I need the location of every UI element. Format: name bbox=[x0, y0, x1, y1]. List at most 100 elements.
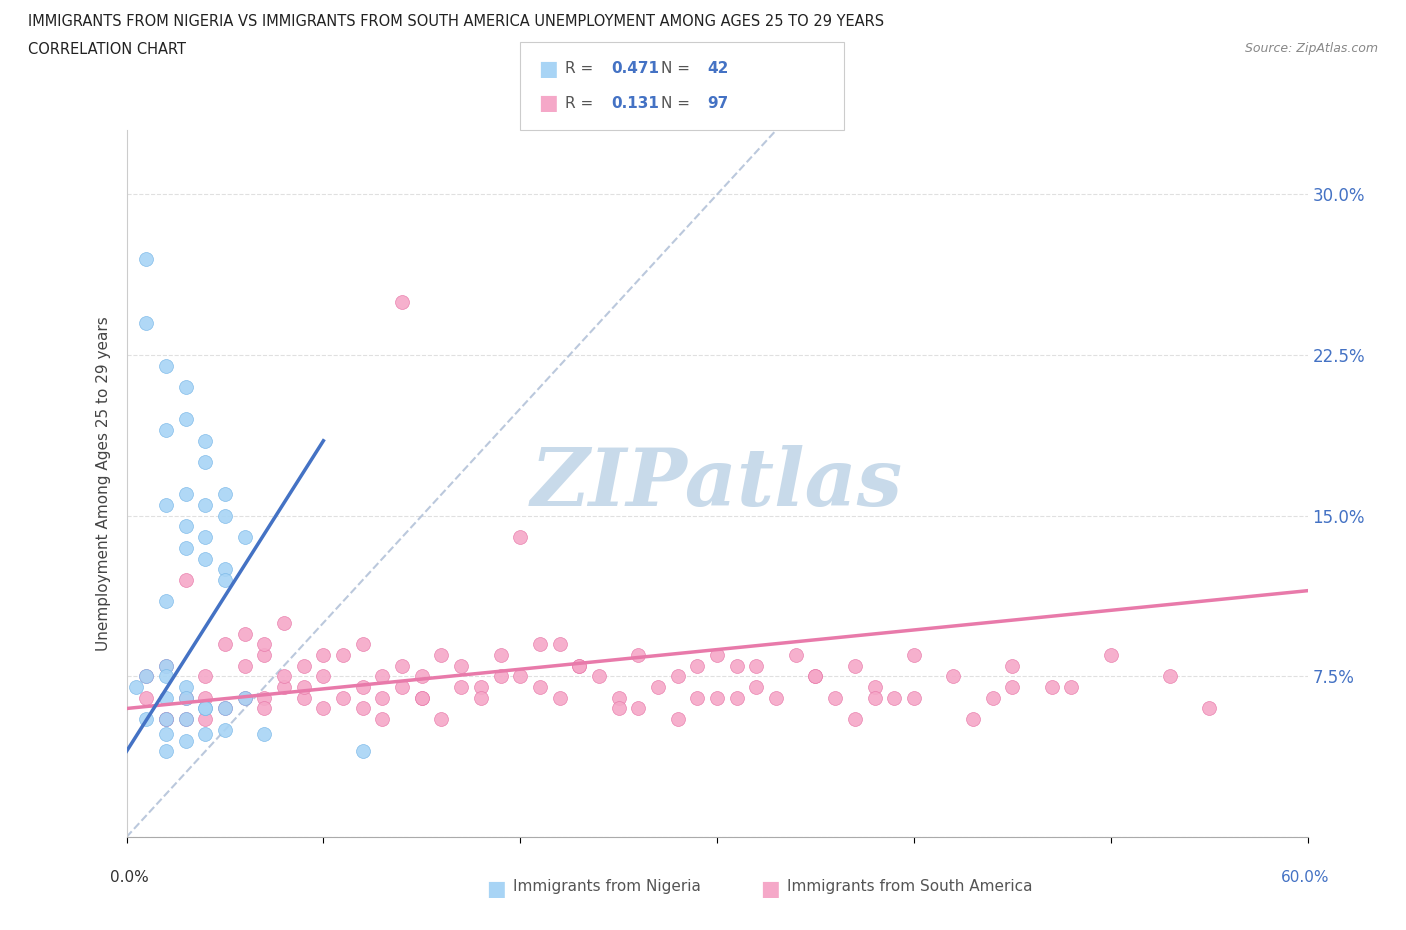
Point bbox=[470, 680, 492, 695]
Point bbox=[155, 711, 177, 726]
Point bbox=[509, 530, 531, 545]
Text: ■: ■ bbox=[538, 93, 558, 113]
Point bbox=[135, 690, 157, 705]
Point bbox=[844, 658, 866, 673]
Point bbox=[253, 701, 276, 716]
Point bbox=[863, 680, 886, 695]
Point bbox=[273, 680, 295, 695]
Point bbox=[214, 573, 236, 588]
Point bbox=[194, 433, 217, 448]
Point bbox=[391, 680, 413, 695]
Point bbox=[371, 711, 394, 726]
Point bbox=[155, 744, 177, 759]
Point bbox=[981, 690, 1004, 705]
Text: 60.0%: 60.0% bbox=[1281, 870, 1329, 884]
Point bbox=[155, 658, 177, 673]
Point bbox=[292, 690, 315, 705]
Point bbox=[174, 690, 197, 705]
Point bbox=[155, 726, 177, 741]
Text: Source: ZipAtlas.com: Source: ZipAtlas.com bbox=[1244, 42, 1378, 55]
Point bbox=[155, 669, 177, 684]
Point bbox=[607, 701, 630, 716]
Point bbox=[962, 711, 984, 726]
Point bbox=[194, 711, 217, 726]
Point bbox=[174, 519, 197, 534]
Point bbox=[1099, 647, 1122, 662]
Point bbox=[253, 690, 276, 705]
Point bbox=[155, 498, 177, 512]
Point bbox=[174, 379, 197, 394]
Point bbox=[292, 658, 315, 673]
Point bbox=[292, 680, 315, 695]
Point bbox=[332, 647, 354, 662]
Point bbox=[155, 594, 177, 609]
Point bbox=[391, 658, 413, 673]
Text: 0.131: 0.131 bbox=[612, 96, 659, 111]
Point bbox=[214, 701, 236, 716]
Point bbox=[194, 498, 217, 512]
Point bbox=[1198, 701, 1220, 716]
Point bbox=[174, 412, 197, 427]
Text: R =: R = bbox=[565, 96, 593, 111]
Point bbox=[568, 658, 591, 673]
Point bbox=[489, 647, 512, 662]
Point bbox=[194, 530, 217, 545]
Point bbox=[233, 690, 256, 705]
Point bbox=[430, 647, 453, 662]
Text: ZIPatlas: ZIPatlas bbox=[531, 445, 903, 523]
Point bbox=[1001, 680, 1024, 695]
Point bbox=[903, 647, 925, 662]
Point bbox=[174, 690, 197, 705]
Point bbox=[529, 637, 551, 652]
Text: 0.0%: 0.0% bbox=[110, 870, 149, 884]
Point bbox=[509, 669, 531, 684]
Point bbox=[607, 690, 630, 705]
Point bbox=[194, 551, 217, 566]
Point bbox=[214, 701, 236, 716]
Point bbox=[450, 658, 472, 673]
Point bbox=[352, 744, 374, 759]
Point bbox=[627, 701, 650, 716]
Point bbox=[430, 711, 453, 726]
Point bbox=[194, 726, 217, 741]
Point bbox=[135, 669, 157, 684]
Point bbox=[135, 315, 157, 330]
Point bbox=[548, 637, 571, 652]
Point bbox=[1001, 658, 1024, 673]
Point bbox=[273, 616, 295, 631]
Point bbox=[155, 358, 177, 373]
Point bbox=[214, 637, 236, 652]
Text: Immigrants from South America: Immigrants from South America bbox=[787, 879, 1033, 894]
Text: CORRELATION CHART: CORRELATION CHART bbox=[28, 42, 186, 57]
Text: 0.471: 0.471 bbox=[612, 61, 659, 76]
Point bbox=[844, 711, 866, 726]
Point bbox=[194, 701, 217, 716]
Text: N =: N = bbox=[661, 61, 690, 76]
Point bbox=[253, 726, 276, 741]
Point bbox=[312, 701, 335, 716]
Text: Immigrants from Nigeria: Immigrants from Nigeria bbox=[513, 879, 702, 894]
Point bbox=[155, 658, 177, 673]
Point bbox=[489, 669, 512, 684]
Point bbox=[863, 690, 886, 705]
Text: ■: ■ bbox=[761, 879, 780, 899]
Point bbox=[450, 680, 472, 695]
Point bbox=[548, 690, 571, 705]
Point bbox=[529, 680, 551, 695]
Point bbox=[391, 294, 413, 309]
Point bbox=[1040, 680, 1063, 695]
Point bbox=[824, 690, 846, 705]
Point bbox=[174, 680, 197, 695]
Text: 42: 42 bbox=[707, 61, 728, 76]
Point bbox=[745, 658, 768, 673]
Point bbox=[942, 669, 965, 684]
Text: R =: R = bbox=[565, 61, 593, 76]
Point bbox=[725, 658, 748, 673]
Text: ■: ■ bbox=[538, 59, 558, 79]
Point bbox=[312, 669, 335, 684]
Point bbox=[627, 647, 650, 662]
Point bbox=[194, 690, 217, 705]
Point bbox=[411, 669, 433, 684]
Point bbox=[1159, 669, 1181, 684]
Point bbox=[411, 690, 433, 705]
